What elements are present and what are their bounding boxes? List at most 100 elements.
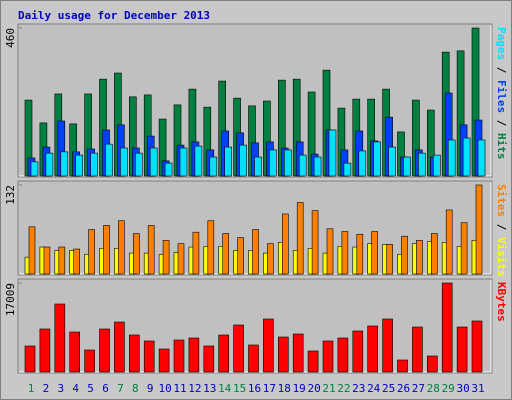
x-tick-label: 14 [218,382,232,395]
x-tick-label: 10 [158,382,171,395]
bar [418,152,426,177]
bar [118,220,125,275]
bar [135,152,143,177]
legend-separator: / [495,60,508,80]
x-tick-label: 12 [188,382,201,395]
y-tick-label: 460 [4,28,17,48]
x-tick-label: 15 [233,382,246,395]
bar [307,350,319,373]
bar [471,320,483,373]
x-tick-label: 5 [87,382,94,395]
bar [129,334,140,373]
bar [54,303,66,373]
bar [401,235,408,275]
x-tick-label: 22 [337,382,350,395]
bar [194,145,203,177]
legend-entry: Files [495,80,508,113]
bar [99,328,110,373]
chart-title: Daily usage for December 2013 [18,9,210,22]
legend-separator: / [495,217,508,237]
legend: KBytes [495,282,508,322]
bar [158,348,170,373]
bar [298,154,307,177]
bar [475,184,483,275]
x-tick-label: 7 [117,382,124,395]
bar [328,129,337,177]
bar [203,345,215,373]
x-tick-label: 13 [203,382,216,395]
x-tick-label: 11 [173,382,186,395]
bar [388,146,396,177]
bar [45,152,54,177]
bar [432,154,441,177]
bar [30,161,39,177]
legend-entry: Visits [495,237,508,277]
bar [267,243,274,275]
bar [24,345,36,373]
bar [337,337,349,373]
x-tick-label: 25 [382,382,395,395]
bar [367,325,379,373]
x-tick-label: 1 [28,382,35,395]
legend: Pages / Files / Hits [495,27,508,160]
bar [403,156,411,177]
bar [28,226,36,275]
x-tick-label: 29 [442,382,455,395]
x-tick-label: 3 [57,382,64,395]
x-tick-label: 31 [471,382,484,395]
x-tick-label: 28 [427,382,440,395]
bar [73,248,80,275]
bar [326,228,334,275]
bar [313,156,322,177]
bar [441,282,453,373]
bar [382,318,393,373]
x-tick-label: 27 [412,382,425,395]
x-tick-label: 4 [72,382,79,395]
bar [477,139,486,177]
bar [356,233,364,275]
bar [263,318,274,373]
bar [192,231,200,275]
bar [75,154,83,177]
bar [412,326,423,373]
legend: Sites / Visits [495,184,508,277]
bar [233,324,244,373]
legend-entry: KBytes [495,282,508,322]
bar [460,222,468,275]
y-tick-label: 17009 [4,283,17,316]
bar [222,233,229,275]
bar [218,334,229,373]
bar [343,162,352,177]
bar [164,162,173,177]
bar [237,237,244,275]
x-tick-label: 23 [352,382,365,395]
bar [462,137,471,177]
x-tick-label: 26 [397,382,410,395]
bar [248,344,259,373]
bar [456,326,468,373]
x-tick-label: 8 [132,382,139,395]
x-tick-label: 18 [278,382,291,395]
bar [90,152,98,177]
bar [84,349,95,373]
bar [447,139,456,177]
bar [397,359,408,373]
bar [445,209,453,275]
x-tick-label: 16 [248,382,261,395]
bar [239,144,247,177]
bar [103,225,110,275]
x-tick-label: 19 [293,382,306,395]
bar [147,225,155,275]
bar [281,213,289,275]
bar [224,146,232,177]
bar [69,331,80,373]
bar [358,150,367,177]
bar [416,239,423,275]
x-tick-label: 6 [102,382,109,395]
bar [149,147,158,177]
bar [209,156,218,177]
bar [426,355,438,373]
bar [120,147,128,177]
bar [430,233,438,275]
